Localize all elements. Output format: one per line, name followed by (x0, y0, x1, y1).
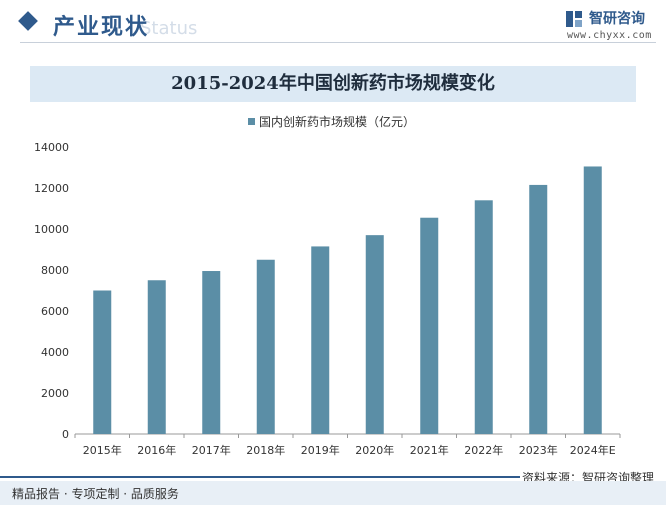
y-tick-label: 0 (62, 428, 69, 441)
bar (583, 166, 602, 434)
bar (147, 280, 166, 434)
x-tick-label: 2018年 (246, 443, 285, 457)
x-tick-label: 2020年 (355, 443, 394, 457)
header-divider (20, 42, 656, 43)
x-tick-label: 2024年E (570, 443, 616, 457)
chart-title-band: 2015-2024年中国创新药市场规模变化 (30, 66, 636, 102)
legend-label: 国内创新药市场规模（亿元） (259, 114, 415, 129)
x-tick-label: 2016年 (137, 443, 176, 457)
y-tick-label: 6000 (41, 305, 69, 318)
x-tick-label: 2017年 (192, 443, 231, 457)
bar (420, 217, 439, 434)
y-tick-label: 2000 (41, 387, 69, 400)
logo-name: 智研咨询 (589, 11, 645, 27)
logo-icon (566, 11, 582, 27)
bar-chart: 国内创新药市场规模（亿元） 0 2000 4000 6000 8000 10000 12000… (34, 114, 621, 457)
section-title: 产业现状 (53, 15, 150, 40)
footer-divider (0, 476, 520, 478)
footer-slogan: 精品报告 · 专项定制 · 品质服务 (12, 487, 179, 501)
x-tick-label: 2015年 (83, 443, 122, 457)
y-tick-label: 8000 (41, 264, 69, 277)
footer-bar (0, 481, 666, 505)
bar (474, 200, 493, 434)
bar (365, 235, 384, 434)
bar (311, 246, 330, 434)
x-tick-label: 2021年 (410, 443, 449, 457)
chart-title: 2015-2024年中国创新药市场规模变化 (171, 73, 495, 94)
bar (256, 259, 275, 434)
logo-url: www.chyxx.com (567, 30, 652, 41)
y-tick-label: 14000 (34, 141, 69, 154)
brand-logo: 智研咨询 www.chyxx.com (565, 8, 661, 41)
bar (529, 184, 548, 434)
bar (202, 271, 221, 434)
y-tick-label: 12000 (34, 182, 69, 195)
legend-swatch (248, 118, 255, 125)
y-tick-label: 4000 (41, 346, 69, 359)
x-tick-label: 2019年 (301, 443, 340, 457)
bar (93, 290, 112, 434)
x-tick-label: 2023年 (519, 443, 558, 457)
section-header: Status 产业现状 智研咨询 www.chyxx.com (0, 0, 666, 46)
y-tick-label: 10000 (34, 223, 69, 236)
x-tick-label: 2022年 (464, 443, 503, 457)
section-watermark: Status (140, 18, 198, 39)
